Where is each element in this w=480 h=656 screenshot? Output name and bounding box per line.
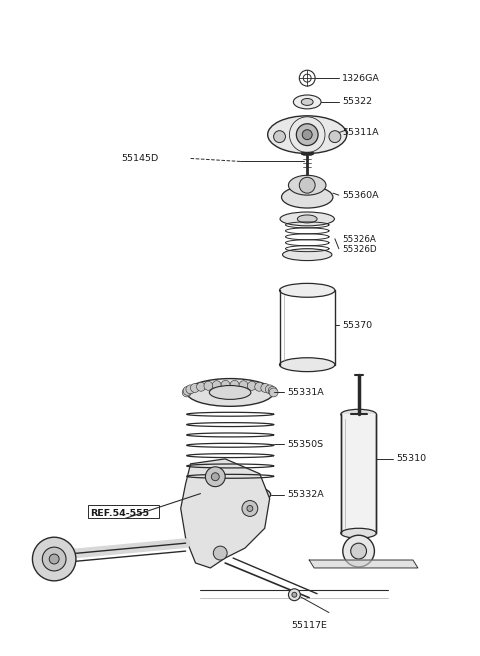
Ellipse shape xyxy=(279,283,335,297)
Circle shape xyxy=(204,381,213,390)
Ellipse shape xyxy=(190,483,271,506)
Circle shape xyxy=(351,543,367,559)
Text: REF.54-555: REF.54-555 xyxy=(90,509,149,518)
Ellipse shape xyxy=(341,528,376,538)
Text: 55350S: 55350S xyxy=(288,440,324,449)
Circle shape xyxy=(221,380,230,389)
Circle shape xyxy=(186,385,195,394)
Circle shape xyxy=(211,473,219,481)
Circle shape xyxy=(205,467,225,487)
Circle shape xyxy=(329,131,341,142)
Circle shape xyxy=(42,547,66,571)
Circle shape xyxy=(300,177,315,193)
Text: 55322: 55322 xyxy=(342,98,372,106)
Text: 55117E: 55117E xyxy=(291,621,327,630)
Ellipse shape xyxy=(297,215,317,223)
Ellipse shape xyxy=(209,386,251,400)
Text: 1326GA: 1326GA xyxy=(342,73,380,83)
Circle shape xyxy=(33,537,76,581)
Text: 55370: 55370 xyxy=(342,321,372,329)
Circle shape xyxy=(247,381,256,390)
Text: 55145D: 55145D xyxy=(121,154,158,163)
Circle shape xyxy=(343,535,374,567)
Circle shape xyxy=(239,380,248,390)
Ellipse shape xyxy=(210,489,250,501)
Circle shape xyxy=(212,380,221,390)
Text: 55311A: 55311A xyxy=(342,128,378,137)
Text: 55360A: 55360A xyxy=(342,191,378,199)
Circle shape xyxy=(269,388,278,397)
Polygon shape xyxy=(180,459,270,568)
Text: 55310: 55310 xyxy=(396,455,426,463)
Ellipse shape xyxy=(281,186,333,208)
Ellipse shape xyxy=(280,212,335,226)
Text: 55331A: 55331A xyxy=(288,388,324,397)
Circle shape xyxy=(49,554,59,564)
Circle shape xyxy=(182,388,191,397)
Circle shape xyxy=(302,130,312,140)
Ellipse shape xyxy=(293,95,321,109)
Circle shape xyxy=(213,546,227,560)
Circle shape xyxy=(288,589,300,601)
Circle shape xyxy=(265,385,274,394)
Circle shape xyxy=(292,592,297,597)
Circle shape xyxy=(197,382,205,391)
Ellipse shape xyxy=(268,116,347,154)
Ellipse shape xyxy=(341,409,376,419)
Circle shape xyxy=(183,386,192,396)
Polygon shape xyxy=(309,560,418,568)
Ellipse shape xyxy=(187,379,274,406)
Circle shape xyxy=(268,386,277,396)
Ellipse shape xyxy=(283,249,332,260)
Circle shape xyxy=(261,384,270,392)
Circle shape xyxy=(255,382,264,391)
Text: 55332A: 55332A xyxy=(288,490,324,499)
Circle shape xyxy=(247,506,253,512)
Circle shape xyxy=(230,380,239,389)
Bar xyxy=(88,506,159,518)
Circle shape xyxy=(242,501,258,516)
Text: 55326A
55326D: 55326A 55326D xyxy=(342,235,376,255)
Ellipse shape xyxy=(288,175,326,195)
Ellipse shape xyxy=(301,98,313,106)
Polygon shape xyxy=(341,414,376,533)
Circle shape xyxy=(296,124,318,146)
Circle shape xyxy=(274,131,286,142)
Circle shape xyxy=(191,384,199,392)
Ellipse shape xyxy=(279,358,335,372)
